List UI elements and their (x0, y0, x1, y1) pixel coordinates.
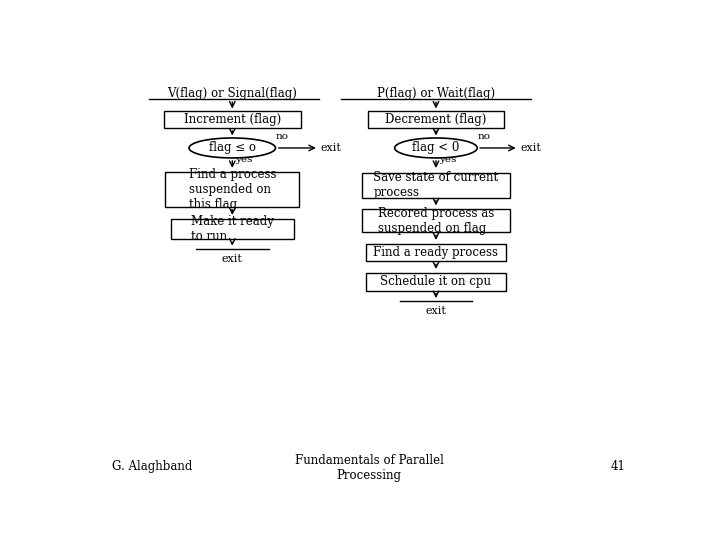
Text: exit: exit (222, 254, 243, 264)
Text: Make it ready
to run: Make it ready to run (191, 215, 274, 243)
Text: yes: yes (438, 156, 456, 165)
FancyBboxPatch shape (166, 172, 300, 207)
Text: G. Alaghband: G. Alaghband (112, 460, 193, 472)
Text: no: no (478, 132, 491, 141)
Text: P(flag) or Wait(flag): P(flag) or Wait(flag) (377, 87, 495, 100)
FancyBboxPatch shape (362, 210, 510, 232)
Text: Fundamentals of Parallel
Processing: Fundamentals of Parallel Processing (294, 454, 444, 482)
Text: Decrement (flag): Decrement (flag) (385, 113, 487, 126)
Text: V(flag) or Signal(flag): V(flag) or Signal(flag) (167, 87, 297, 100)
Text: exit: exit (320, 143, 341, 153)
Text: Find a ready process: Find a ready process (374, 246, 498, 259)
Text: Schedule it on cpu: Schedule it on cpu (380, 275, 492, 288)
Text: yes: yes (235, 156, 253, 165)
Ellipse shape (189, 138, 276, 158)
Ellipse shape (395, 138, 477, 158)
Text: no: no (276, 132, 289, 141)
FancyBboxPatch shape (362, 173, 510, 198)
FancyBboxPatch shape (164, 111, 301, 128)
Text: Find a process
suspended on
this flag: Find a process suspended on this flag (189, 168, 276, 211)
FancyBboxPatch shape (366, 244, 505, 261)
Text: exit: exit (521, 143, 541, 153)
Text: 41: 41 (611, 460, 626, 472)
Text: Increment (flag): Increment (flag) (184, 113, 281, 126)
Text: flag < 0: flag < 0 (413, 141, 459, 154)
FancyBboxPatch shape (368, 111, 504, 128)
Text: flag ≤ o: flag ≤ o (209, 141, 256, 154)
Text: exit: exit (426, 306, 446, 316)
Text: Recored process as
suspended on flag: Recored process as suspended on flag (378, 207, 494, 235)
Text: Save state of current
process: Save state of current process (374, 171, 498, 199)
FancyBboxPatch shape (171, 219, 294, 239)
FancyBboxPatch shape (366, 273, 505, 291)
